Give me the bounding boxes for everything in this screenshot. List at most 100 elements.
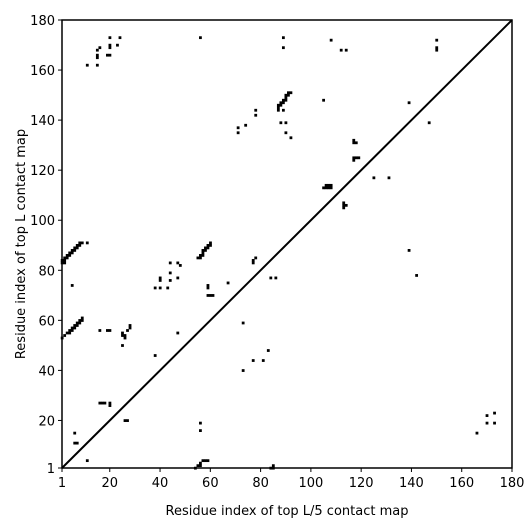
contact-point [209,241,212,245]
contact-point [354,141,358,145]
x-tick-label: 40 [152,476,169,491]
contact-point [128,324,132,327]
contact-point [70,326,74,330]
contact-point [108,404,112,407]
contact-point [121,334,124,337]
contact-point [68,329,72,332]
contact-point [344,48,348,52]
contact-point [126,419,129,422]
contact-point [108,329,112,332]
contact-point [70,251,74,255]
contact-point [435,46,439,50]
contact-point [65,256,69,260]
contact-point [70,249,74,252]
contact-point [284,93,288,97]
contact-point [95,63,99,67]
y-tick-label: 20 [38,414,55,429]
contact-point [266,349,270,352]
contact-point [322,186,326,190]
contact-point [281,98,285,102]
contact-point [100,401,104,405]
contact-point [168,271,172,275]
contact-point [254,256,258,260]
contact-point [73,441,77,445]
y-tick-label: 100 [30,214,55,229]
contact-point [344,203,348,207]
contact-point [199,429,202,433]
contact-point [121,331,124,335]
contact-point [276,108,280,112]
contact-point [108,401,112,405]
contact-point [211,294,215,297]
contact-point [78,244,82,247]
contact-point [85,459,89,463]
contact-point [279,121,283,125]
contact-point [352,138,356,142]
x-tick-label: 1 [58,476,66,491]
y-tick-label: 60 [38,314,55,329]
contact-point [342,203,346,207]
contact-point [289,91,293,95]
contact-point [254,108,258,112]
contact-point [493,421,496,425]
contact-point [68,254,72,257]
contact-point [236,126,240,130]
contact-point [352,141,356,145]
contact-point [339,48,343,52]
contact-point [178,264,182,267]
contact-point [287,93,290,97]
contact-point [206,246,210,250]
x-axis-ticks: 1 20 40 60 80 100 120 140 160 180 [58,468,525,491]
contact-point [251,359,255,362]
contact-point [435,48,439,52]
contact-point [204,249,207,252]
contact-point [199,461,202,465]
contact-point [206,284,210,287]
contact-point [276,106,280,110]
contact-point [387,176,391,180]
contact-point [103,401,107,405]
contact-point [123,419,127,422]
x-tick-label: 180 [500,476,525,491]
contact-point [95,48,99,52]
contact-point [241,369,245,372]
contact-point [201,251,205,255]
contact-point [196,464,200,468]
contact-point [284,131,288,135]
contact-point [206,244,210,247]
contact-point [274,276,278,280]
contact-point [354,156,358,160]
contact-point [121,344,124,347]
contact-point [204,246,207,250]
contact-point [284,98,288,102]
x-tick-label: 20 [101,476,118,491]
x-tick-label: 100 [298,476,323,491]
contact-point [126,329,129,332]
contact-point [106,329,109,332]
contact-point [407,249,411,252]
x-tick-label: 80 [252,476,269,491]
contact-point [78,241,82,245]
contact-point [70,329,74,332]
contact-point [327,183,331,187]
contact-point [158,276,162,280]
contact-point [68,331,72,335]
contact-point [75,321,79,325]
contact-point [63,334,67,337]
contact-point [118,36,122,40]
contact-point [322,98,326,102]
y-tick-label: 160 [30,64,55,79]
contact-point [281,46,285,50]
contact-point [98,46,102,50]
contact-point [168,261,172,265]
contact-point [78,321,82,325]
contact-point [123,336,127,340]
contact-point [199,464,202,468]
contact-point [153,286,157,290]
contact-point [73,249,77,252]
contact-point [206,294,210,297]
contact-point [176,276,180,280]
contact-point [284,96,288,100]
contact-point [209,294,212,297]
